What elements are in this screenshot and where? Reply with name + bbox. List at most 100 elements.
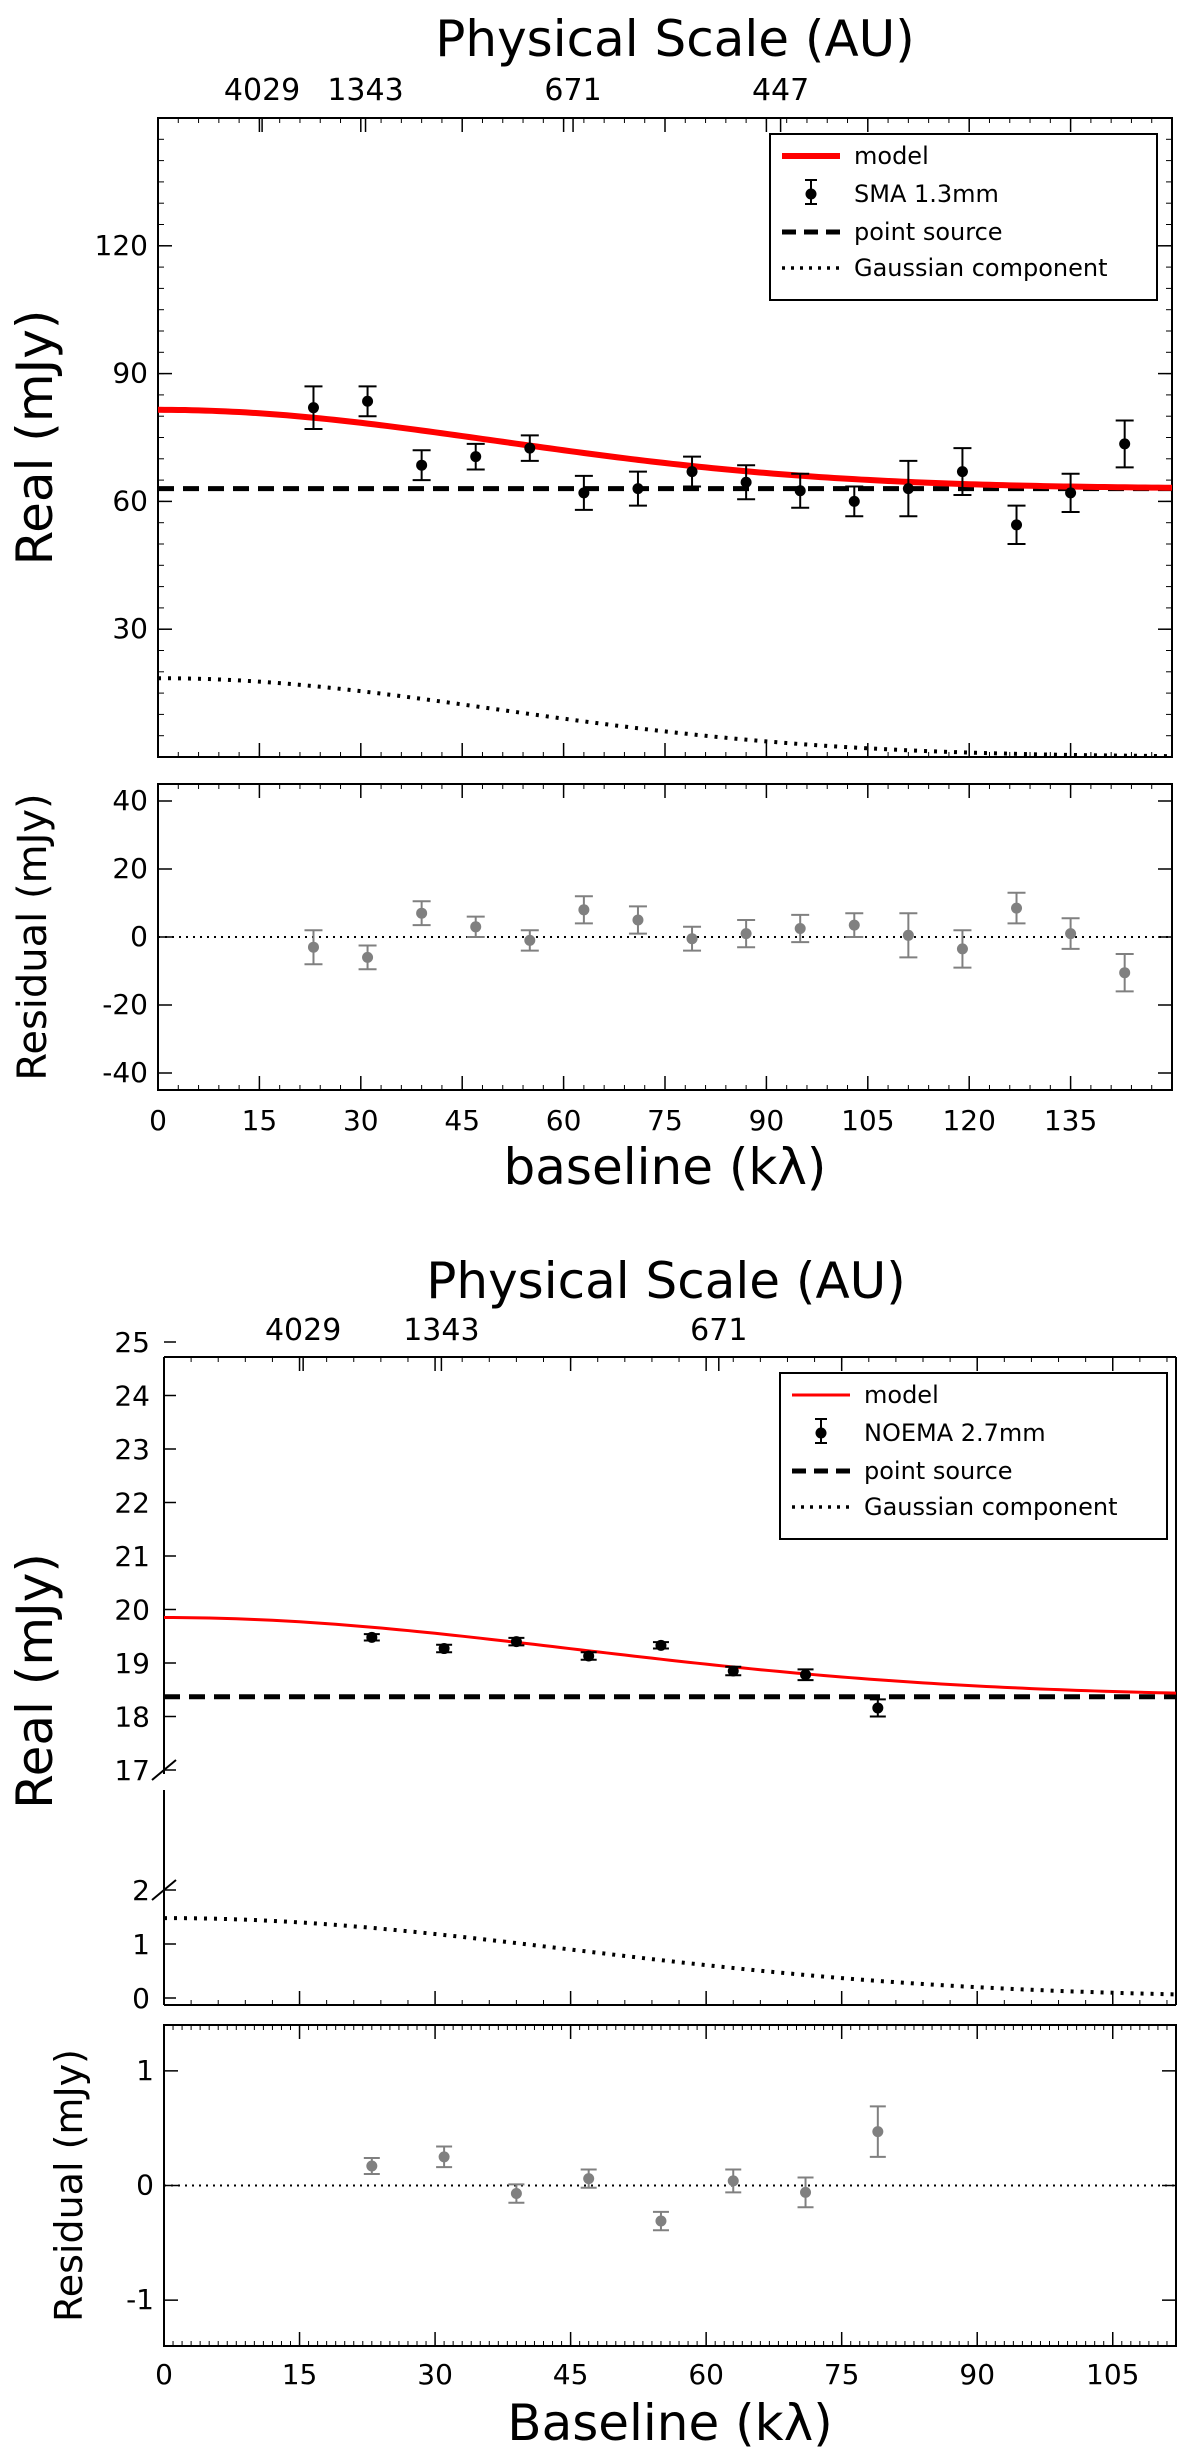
x-tick-label: 0 — [155, 2358, 173, 2391]
bottom-xlabel: Baseline (kλ) — [507, 2394, 832, 2452]
bottom-data-point — [583, 1650, 595, 1662]
top-residual-point — [470, 921, 482, 933]
y-tick-label: 21 — [114, 1540, 150, 1573]
top-residual-point — [740, 928, 752, 940]
bottom-data-point — [800, 1669, 812, 1681]
x-tick-label: 105 — [841, 1104, 894, 1137]
top-residual-point — [848, 919, 860, 931]
bottom-data-point — [510, 1636, 522, 1648]
y-tick-label: 0 — [130, 920, 148, 953]
y-tick-label: 1 — [132, 1928, 150, 1961]
bottom-residual-point — [510, 2188, 522, 2200]
x-tick-label: 45 — [444, 1104, 480, 1137]
top-data-point — [956, 466, 968, 478]
top-data-point — [686, 466, 698, 478]
top-residual-point — [794, 923, 806, 934]
legend-data-swatch — [815, 1427, 827, 1439]
y-tick-label: 23 — [114, 1433, 150, 1466]
top-data-point — [578, 487, 590, 499]
legend-box — [779, 1372, 1168, 1540]
top-axis-tick-label: 671 — [690, 1313, 747, 1348]
y-tick-label: 18 — [114, 1701, 150, 1734]
y-tick-label: 120 — [95, 229, 148, 262]
legend-label: point source — [864, 1457, 1013, 1485]
top-data-point — [794, 485, 806, 497]
top-data-point — [740, 476, 752, 488]
top-axis-tick-label: 4029 — [265, 1313, 341, 1348]
top-residual-point — [1119, 967, 1131, 979]
top-axis-tick-label: 671 — [544, 73, 601, 108]
bottom-data-point — [872, 1702, 884, 1714]
x-tick-label: 30 — [417, 2358, 453, 2391]
top-residual-point — [416, 907, 428, 919]
bottom-residual-point — [872, 2126, 884, 2138]
top-data-point — [524, 442, 536, 454]
top-residual-point — [1011, 902, 1023, 914]
top-axis-tick-label: 447 — [752, 73, 809, 108]
bottom-gaussian-component-line — [163, 1916, 1177, 1997]
x-tick-label: 90 — [749, 1104, 785, 1137]
x-tick-label: 15 — [282, 2358, 318, 2391]
x-tick-label: 75 — [647, 1104, 683, 1137]
x-tick-label: 135 — [1044, 1104, 1097, 1137]
top-axis-tick-label: 4029 — [224, 73, 300, 108]
bottom-residual-point — [727, 2175, 739, 2187]
y-tick-label: 22 — [114, 1487, 150, 1520]
bottom-residual-point — [366, 2160, 378, 2172]
top-axis-tick-label: 1343 — [403, 1313, 479, 1348]
top-xlabel: baseline (kλ) — [504, 1138, 827, 1196]
y-tick-label: 90 — [112, 357, 148, 390]
x-tick-label: 0 — [149, 1104, 167, 1137]
bottom-chart-title: Physical Scale (AU) — [426, 1252, 906, 1310]
y-tick-label: 30 — [112, 612, 148, 645]
x-tick-label: 105 — [1086, 2358, 1139, 2391]
top-residual-point — [524, 934, 536, 946]
y-tick-label: 25 — [114, 1326, 150, 1359]
y-tick-label: 20 — [114, 1594, 150, 1627]
y-tick-label: 20 — [112, 852, 148, 885]
bottom-data-point — [438, 1643, 450, 1655]
bottom-residual-point — [800, 2186, 812, 2198]
top-data-point — [470, 451, 482, 463]
y-tick-label: 0 — [132, 1982, 150, 2015]
top-data-point — [1065, 487, 1077, 499]
y-tick-label: -1 — [126, 2283, 154, 2316]
x-tick-label: 15 — [242, 1104, 278, 1137]
top-residual-point — [956, 943, 968, 955]
legend-label: model — [854, 142, 929, 170]
legend-label: NOEMA 2.7mm — [864, 1419, 1046, 1447]
top-residual-point — [307, 941, 319, 953]
bottom-residual-ylabel: Residual (mJy) — [47, 2049, 91, 2322]
x-tick-label: 120 — [942, 1104, 995, 1137]
x-tick-label: 60 — [546, 1104, 582, 1137]
top-axis-tick-label: 1343 — [327, 73, 403, 108]
y-tick-label: 1 — [136, 2054, 154, 2087]
y-tick-label: -40 — [102, 1056, 148, 1089]
top-residual-point — [632, 914, 644, 926]
bottom-residual-point — [583, 2173, 595, 2185]
top-data-point — [416, 459, 428, 471]
bottom-data-point — [366, 1631, 378, 1643]
top-main-ylabel: Real (mJy) — [6, 310, 64, 566]
x-tick-label: 30 — [343, 1104, 379, 1137]
top-data-point — [632, 483, 644, 495]
bottom-data-point — [655, 1639, 667, 1651]
bottom-model-line — [163, 1616, 1177, 1695]
x-tick-label: 45 — [553, 2358, 589, 2391]
bottom-main-ylabel: Real (mJy) — [6, 1553, 64, 1809]
y-tick-label: 0 — [136, 2169, 154, 2202]
top-data-point — [307, 402, 319, 414]
top-residual-point — [362, 951, 374, 963]
top-chart-title: Physical Scale (AU) — [435, 10, 915, 68]
y-tick-label: 17 — [114, 1754, 150, 1787]
top-residual-point — [686, 933, 698, 945]
top-residual-point — [902, 929, 914, 941]
y-tick-label: 19 — [114, 1647, 150, 1680]
y-tick-label: 24 — [114, 1380, 150, 1413]
legend-box — [769, 133, 1158, 301]
top-residual-point — [578, 904, 590, 916]
y-tick-label: -20 — [102, 988, 148, 1021]
top-data-point — [848, 495, 860, 507]
x-tick-label: 90 — [959, 2358, 995, 2391]
